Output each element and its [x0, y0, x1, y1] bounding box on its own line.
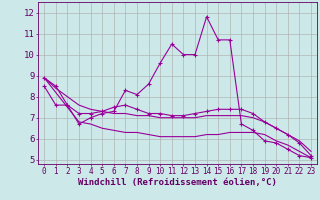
- X-axis label: Windchill (Refroidissement éolien,°C): Windchill (Refroidissement éolien,°C): [78, 178, 277, 187]
